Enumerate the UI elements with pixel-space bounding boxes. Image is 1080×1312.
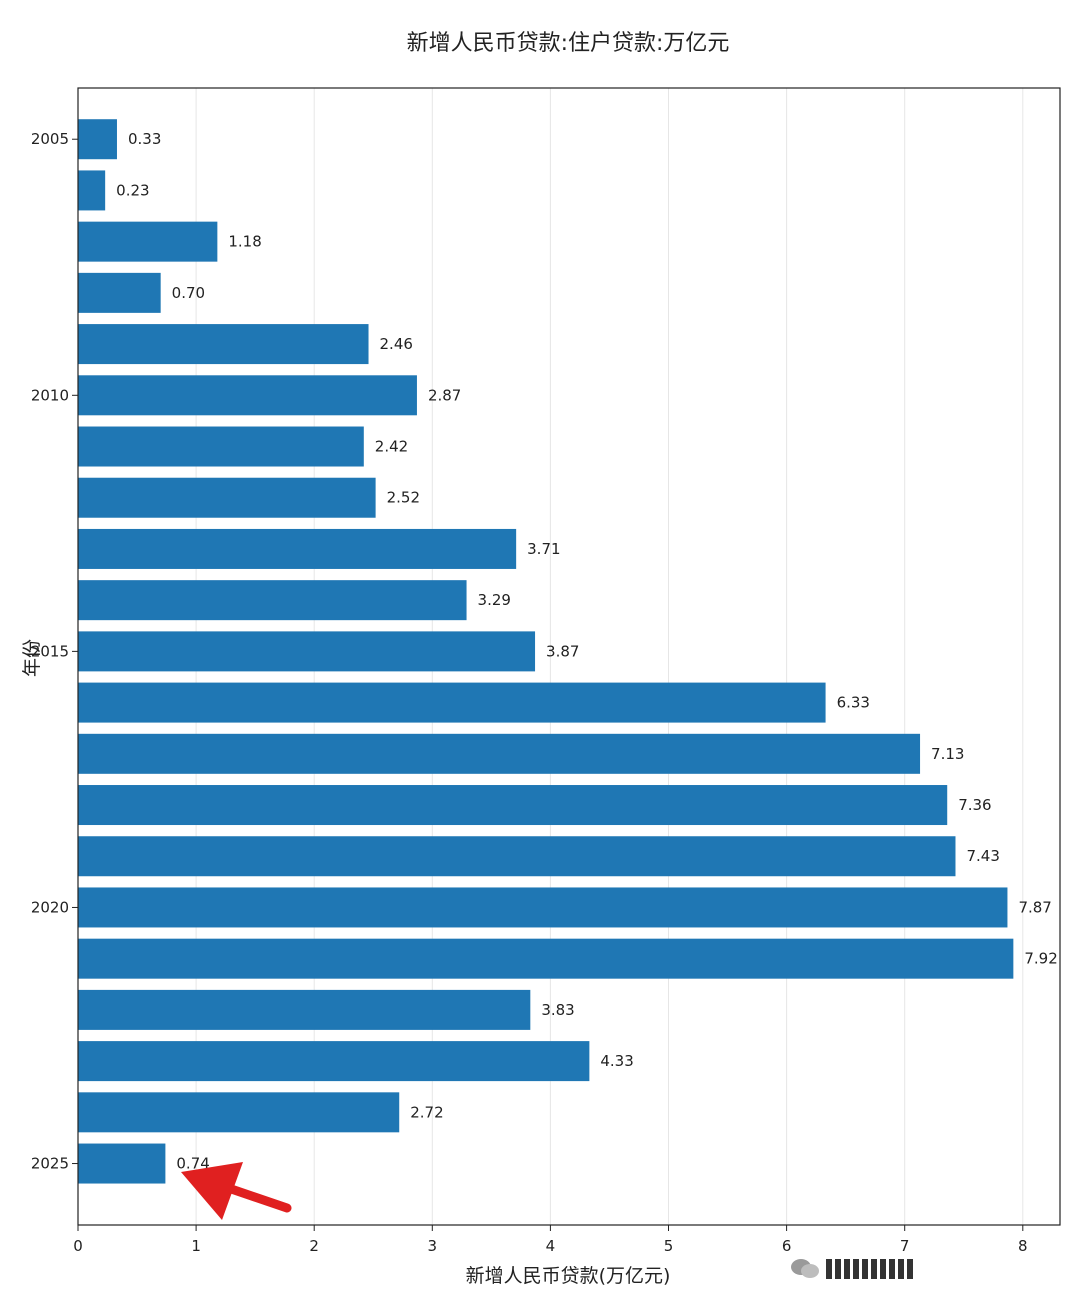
data-label: 3.87 (546, 642, 579, 660)
data-label: 2.42 (375, 438, 408, 456)
plot-frame (77, 87, 1061, 1226)
x-tick-label: 4 (546, 1237, 556, 1255)
bar (78, 887, 1008, 928)
data-label: 4.33 (600, 1052, 633, 1070)
bar (78, 580, 467, 621)
chart-title: 新增人民币贷款:住户贷款:万亿元 (407, 31, 730, 56)
y-axis-label: 年份 (21, 639, 43, 677)
x-tick-label: 8 (1018, 1237, 1028, 1255)
arrow-head (181, 1162, 243, 1220)
bar (78, 1092, 400, 1133)
bar (78, 785, 948, 826)
y-tick-label: 2005 (31, 130, 69, 148)
bar (78, 528, 517, 569)
x-tick-label: 6 (782, 1237, 792, 1255)
data-label: 7.13 (931, 745, 964, 763)
x-tick-label: 0 (73, 1237, 83, 1255)
data-label: 2.46 (380, 335, 413, 353)
x-tick-label: 1 (191, 1237, 201, 1255)
wechat-icon (790, 1258, 820, 1280)
watermark-mark (826, 1259, 913, 1279)
data-label: 7.36 (958, 796, 991, 814)
data-label: 3.83 (541, 1001, 574, 1019)
data-label: 1.18 (228, 233, 261, 251)
bar (78, 682, 826, 723)
data-label: 7.43 (966, 847, 999, 865)
bar (78, 170, 106, 211)
x-tick-label: 7 (900, 1237, 910, 1255)
x-tick-label: 2 (309, 1237, 319, 1255)
x-tick-label: 3 (428, 1237, 438, 1255)
bar (78, 221, 218, 262)
bar (78, 1041, 590, 1082)
bar (78, 272, 161, 313)
y-tick-label: 2015 (31, 642, 69, 660)
data-label: 3.29 (478, 591, 511, 609)
data-label: 3.71 (527, 540, 560, 558)
bars (78, 119, 1014, 1184)
data-label: 0.23 (116, 181, 149, 199)
data-label: 6.33 (837, 694, 870, 712)
bar (78, 1143, 166, 1184)
data-label: 0.33 (128, 130, 161, 148)
watermark (790, 1252, 1060, 1286)
x-axis-label: 新增人民币贷款(万亿元) (466, 1265, 671, 1287)
x-axis-ticks: 0 1 2 3 4 5 6 7 8 (73, 1225, 1028, 1255)
bar (78, 324, 369, 365)
y-axis-ticks: 2005 2010 2015 2020 2025 (31, 130, 78, 1173)
annotation-arrow (181, 1162, 292, 1220)
y-tick-label: 2020 (31, 898, 69, 916)
data-label: 2.87 (428, 386, 461, 404)
grid-lines (77, 88, 1024, 1225)
bar (78, 631, 536, 672)
data-label: 0.74 (176, 1155, 209, 1173)
data-label: 2.72 (410, 1103, 443, 1121)
bar (78, 733, 921, 774)
y-tick-label: 2010 (31, 386, 69, 404)
bar (78, 119, 117, 160)
bar (78, 375, 417, 416)
bar (78, 938, 1014, 979)
bar (78, 989, 531, 1030)
data-label: 0.70 (172, 284, 205, 302)
data-labels: 0.33 0.23 1.18 0.70 2.46 2.87 2.42 2.52 3.71 3.29… (116, 130, 1058, 1172)
y-tick-label: 2025 (31, 1155, 69, 1173)
bar (78, 426, 364, 467)
data-label: 7.87 (1018, 898, 1051, 916)
bar (78, 836, 956, 877)
data-label: 7.92 (1024, 950, 1057, 968)
bar (78, 477, 376, 518)
x-tick-label: 5 (664, 1237, 674, 1255)
data-label: 2.52 (387, 489, 420, 507)
